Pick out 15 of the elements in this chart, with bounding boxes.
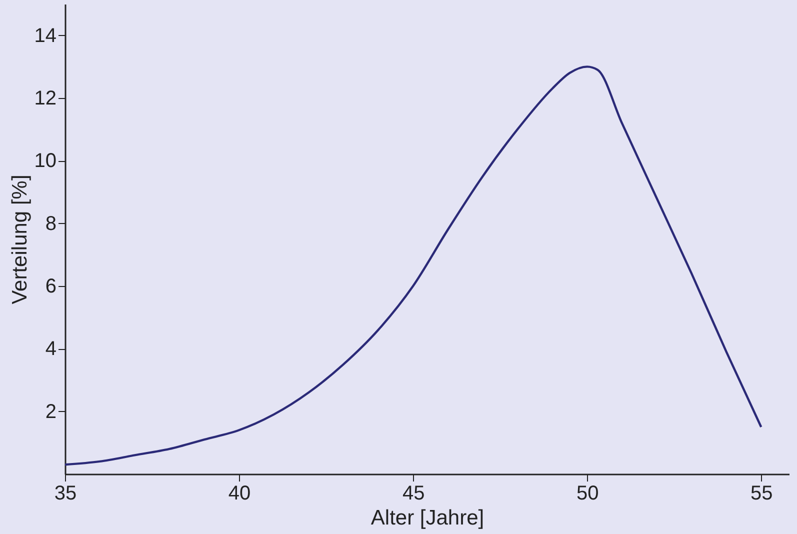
y-tick-label: 8 (45, 212, 56, 235)
x-tick-label: 50 (576, 482, 599, 504)
y-axis-title: Verteilung [%] (8, 174, 32, 304)
y-tick-label: 2 (45, 400, 56, 423)
line-series (64, 66, 762, 466)
y-tick-label: 6 (45, 276, 56, 298)
x-tick-label: 55 (750, 482, 773, 504)
y-tick-label: 14 (34, 24, 56, 47)
y-tick-label: 12 (34, 88, 56, 110)
x-axis-title: Alter [Jahre] (370, 506, 484, 530)
x-tick-label: 40 (228, 482, 251, 504)
y-tick-label: 4 (45, 338, 56, 360)
y-tick-label: 10 (34, 150, 56, 172)
x-tick-label: 45 (402, 482, 425, 504)
x-tick-label: 35 (54, 482, 77, 504)
